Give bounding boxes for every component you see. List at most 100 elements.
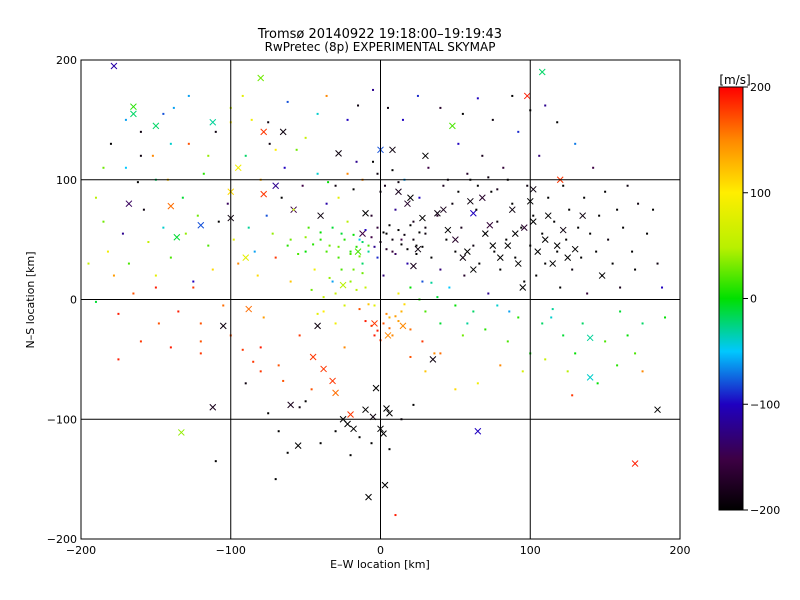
scatter-point-dot xyxy=(385,232,388,235)
colorbar-tick-label: 100 xyxy=(750,187,771,200)
scatter-point-dot xyxy=(169,256,172,259)
scatter-point-dot xyxy=(286,451,289,454)
scatter-point-dot xyxy=(397,320,400,323)
scatter-point-x xyxy=(272,182,280,190)
scatter-point-x xyxy=(508,206,516,214)
scatter-point-dot xyxy=(409,328,412,331)
scatter-point-x xyxy=(410,262,417,270)
scatter-point-dot xyxy=(319,442,322,445)
scatter-point-x xyxy=(514,260,522,267)
scatter-point-dot xyxy=(400,310,403,313)
scatter-point-x xyxy=(586,373,594,381)
scatter-point-dot xyxy=(252,360,255,363)
scatter-point-x xyxy=(541,236,549,243)
scatter-point-dot xyxy=(421,280,424,283)
scatter-point-dot xyxy=(403,233,406,236)
scatter-point-dot xyxy=(506,340,509,343)
scatter-point-dot xyxy=(538,154,541,157)
scatter-point-dot xyxy=(207,154,210,157)
scatter-point-dot xyxy=(427,166,430,169)
scatter-point-dot xyxy=(556,250,559,253)
scatter-point-dot xyxy=(415,252,418,255)
scatter-point-dot xyxy=(505,238,508,241)
scatter-point-dot xyxy=(286,244,289,247)
scatter-point-x xyxy=(386,409,393,417)
scatter-point-dot xyxy=(553,220,556,223)
scatter-point-dot xyxy=(322,296,325,299)
scatter-point-dot xyxy=(439,106,442,109)
scatter-point-dot xyxy=(367,303,370,306)
scatter-point-x xyxy=(359,230,366,237)
scatter-point-dot xyxy=(361,262,364,265)
scatter-point-dot xyxy=(298,406,301,409)
scatter-point-dot xyxy=(373,245,376,248)
scatter-point-dot xyxy=(568,208,571,211)
scatter-point-dot xyxy=(187,94,190,97)
scatter-point-dot xyxy=(382,322,385,325)
scatter-point-dot xyxy=(358,238,361,241)
scatter-point-x xyxy=(444,226,452,234)
scatter-point-dot xyxy=(559,286,562,289)
scatter-point-dot xyxy=(499,268,502,271)
scatter-point-x xyxy=(519,284,527,291)
scatter-point-x xyxy=(279,128,287,136)
scatter-point-dot xyxy=(541,322,544,325)
scatter-point-dot xyxy=(177,310,180,313)
scatter-point-x xyxy=(529,185,537,193)
scatter-point-dot xyxy=(316,112,319,115)
scatter-point-dot xyxy=(139,130,142,133)
scatter-point-dot xyxy=(349,454,352,457)
scatter-point-dot xyxy=(401,118,404,121)
scatter-point-dot xyxy=(301,184,304,187)
scatter-point-dot xyxy=(310,388,313,391)
scatter-point-dot xyxy=(331,280,334,283)
scatter-point-x xyxy=(579,212,587,220)
scatter-point-dot xyxy=(364,320,367,323)
scatter-point-dot xyxy=(424,232,427,235)
scatter-point-dot xyxy=(277,430,280,433)
scatter-point-dot xyxy=(439,268,442,271)
scatter-point-dot xyxy=(517,316,520,319)
scatter-point-x xyxy=(314,322,321,330)
scatter-point-dot xyxy=(589,232,592,235)
scatter-point-x xyxy=(489,242,497,249)
scatter-point-dot xyxy=(409,224,412,227)
scatter-point-x xyxy=(440,206,447,214)
scatter-point-dot xyxy=(616,364,619,367)
scatter-point-dot xyxy=(499,364,502,367)
scatter-point-dot xyxy=(391,250,394,253)
scatter-point-dot xyxy=(577,226,580,229)
scatter-point-dot xyxy=(391,238,394,241)
scatter-point-dot xyxy=(491,118,494,121)
scatter-point-x xyxy=(260,190,268,198)
scatter-point-dot xyxy=(349,250,352,253)
scatter-point-dot xyxy=(463,274,466,277)
scatter-point-x xyxy=(287,401,295,409)
scatter-point-dot xyxy=(232,238,235,241)
scatter-point-dot xyxy=(352,188,355,191)
scatter-point-dot xyxy=(334,322,337,325)
scatter-point-dot xyxy=(259,370,262,373)
scatter-point-dot xyxy=(352,268,355,271)
scatter-point-dot xyxy=(502,166,505,169)
scatter-point-dot xyxy=(124,166,127,169)
scatter-point-dot xyxy=(349,252,352,255)
scatter-point-dot xyxy=(325,94,328,97)
scatter-point-x xyxy=(209,403,217,411)
scatter-point-dot xyxy=(466,172,469,175)
scatter-point-dot xyxy=(132,292,135,295)
scatter-point-dot xyxy=(472,310,475,313)
scatter-point-dot xyxy=(626,184,629,187)
x-tick-label: 100 xyxy=(520,544,541,557)
scatter-point-dot xyxy=(370,324,373,327)
scatter-point-dot xyxy=(562,334,565,337)
scatter-point-dot xyxy=(604,190,607,193)
scatter-point-dot xyxy=(391,169,394,172)
scatter-point-dot xyxy=(357,104,360,107)
scatter-point-dot xyxy=(162,112,165,115)
scatter-point-dot xyxy=(616,208,619,211)
scatter-point-dot xyxy=(382,274,385,277)
scatter-point-dot xyxy=(274,256,277,259)
scatter-point-dot xyxy=(106,250,109,253)
scatter-point-dot xyxy=(622,226,625,229)
